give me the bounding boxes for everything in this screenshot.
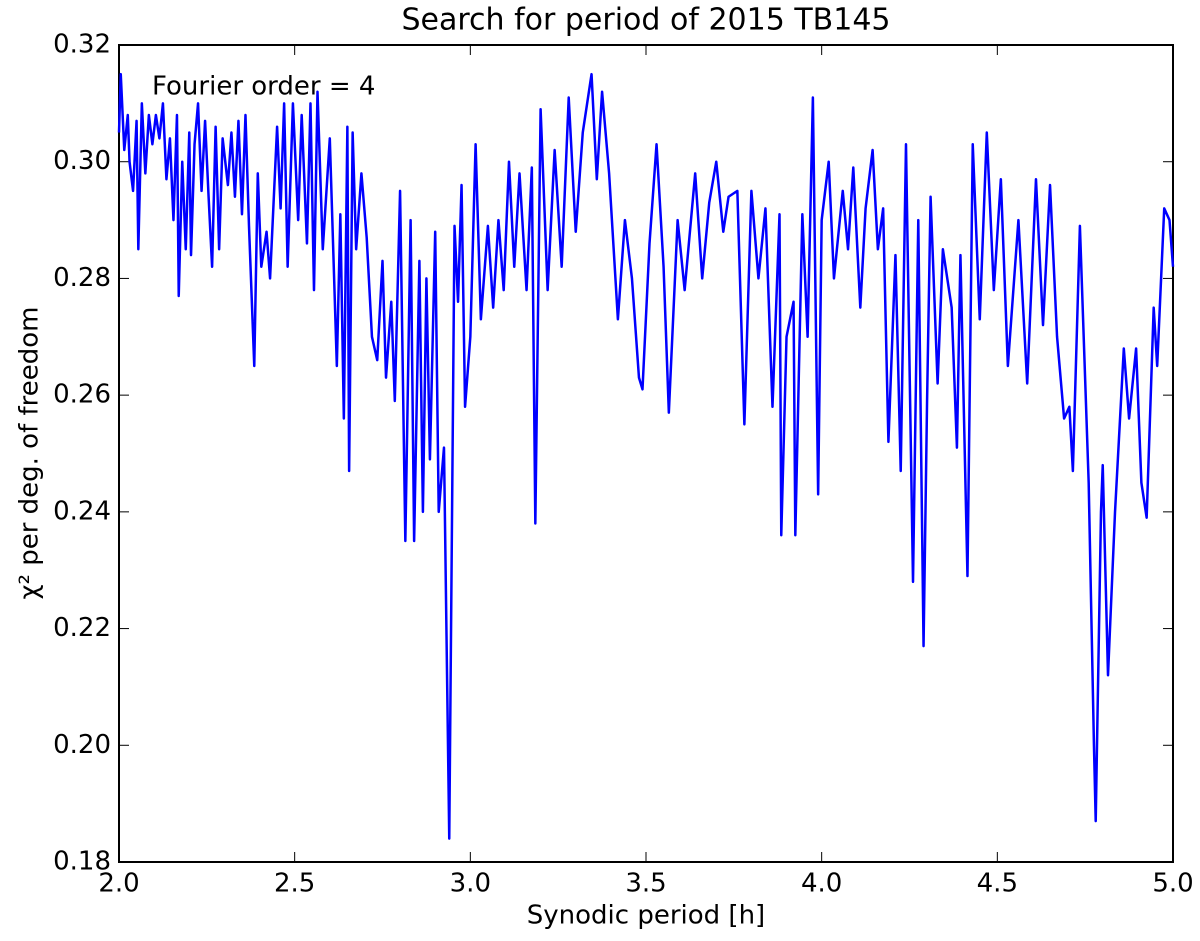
y-tick-label: 0.20 [53, 730, 111, 760]
x-tick-label: 3.5 [625, 869, 666, 899]
y-tick-label: 0.32 [53, 30, 111, 60]
y-tick-label: 0.24 [53, 496, 111, 526]
x-axis-label: Synodic period [h] [527, 901, 765, 931]
x-tick-label: 5.0 [1152, 869, 1193, 899]
y-axis-label: χ² per deg. of freedom [15, 306, 45, 599]
x-tick-label: 4.0 [801, 869, 842, 899]
x-tick-label: 2.5 [274, 869, 315, 899]
y-tick-label: 0.22 [53, 613, 111, 643]
y-tick-label: 0.28 [53, 263, 111, 293]
y-tick-label: 0.18 [53, 847, 111, 877]
x-tick-label: 2.0 [98, 869, 139, 899]
x-tick-label: 4.5 [977, 869, 1018, 899]
x-tick-label: 3.0 [450, 869, 491, 899]
plot-frame [118, 44, 1174, 863]
y-tick-label: 0.26 [53, 380, 111, 410]
annotation: Fourier order = 4 [152, 72, 375, 102]
y-tick-label: 0.30 [53, 146, 111, 176]
chart-title: Search for period of 2015 TB145 [402, 3, 891, 38]
data-line [117, 72, 1175, 840]
